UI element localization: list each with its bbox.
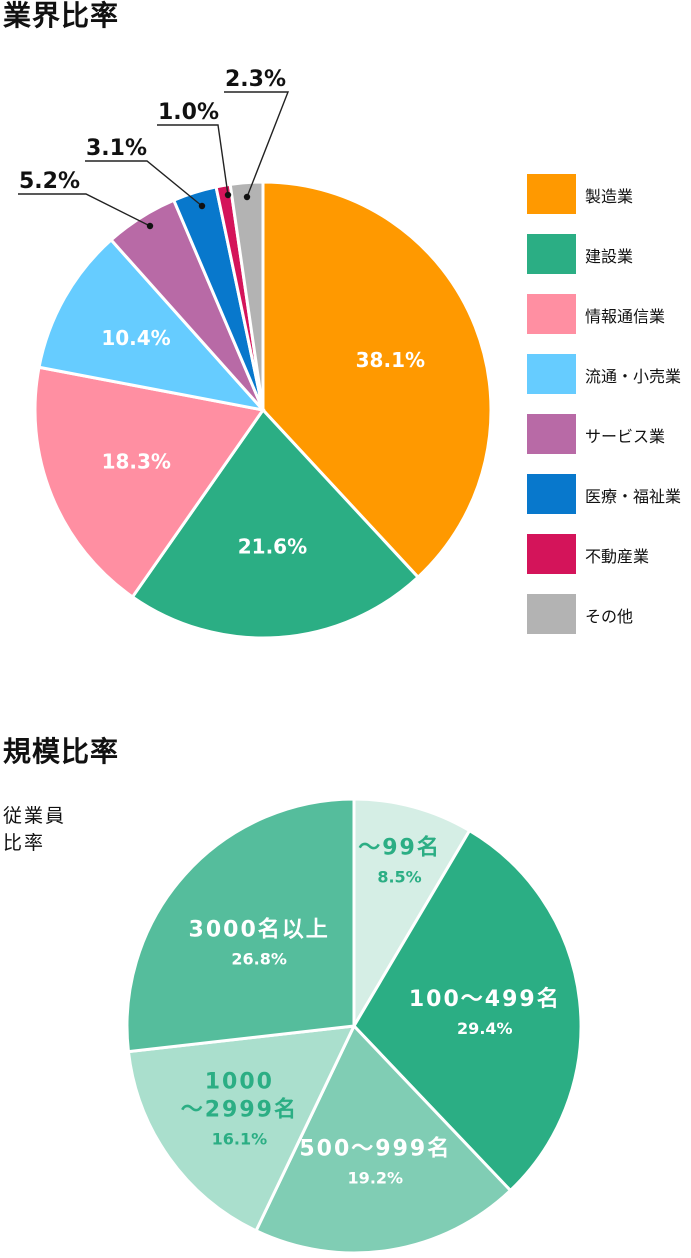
industry-slice [130,407,421,640]
industry-callout-value-label: 1.0% [158,100,219,125]
scale-slice [352,797,472,1032]
industry-callout: 5.2% [18,169,154,230]
scale-slice-label: 1000～2999名 16.1% [181,1070,298,1149]
scale-chart-title: 規模比率 [3,735,120,768]
scale-chart-subtitle: 従業員 比率 [3,803,66,857]
scale-slice [352,828,583,1193]
scale-slice [254,1023,513,1255]
legend-label: 医療・福祉業 [585,487,682,506]
scale-slice-category-label: 100～499名 [409,986,561,1012]
callout-leader-line [85,160,203,207]
industry-callout: 3.1% [85,136,206,210]
legend-item: 製造業 [527,174,691,214]
industry-callout-value-label: 5.2% [19,169,80,194]
industry-callout-value-label: 3.1% [86,136,147,161]
scale-slice-value-label: 29.4% [457,1019,513,1038]
scale-slice-category-label: 3000名以上 [189,916,330,942]
scale-slice-label: 3000名以上 26.8% [189,916,330,968]
legend-swatch [527,474,576,514]
industry-slice [37,237,268,413]
legend-swatch [527,174,576,214]
scale-slice-label: 500～999名 19.2% [299,1136,451,1188]
legend-label: 情報通信業 [585,307,666,326]
legend-label: 製造業 [585,187,634,206]
scale-slice-value-label: 16.1% [212,1130,268,1149]
industry-chart-title: 業界比率 [3,0,120,32]
scale-slice-value-label: 19.2% [348,1169,404,1188]
scale-slice-value-label: 26.8% [231,949,287,968]
legend-label: 建設業 [585,247,634,266]
legend-swatch [527,234,576,274]
industry-slice-value-label: 18.3% [102,450,171,474]
scale-slice-label: ～99名 8.5% [358,835,441,887]
scale-slice-category-label: ～99名 [358,835,441,861]
industry-slice [228,180,265,411]
industry-slice-value-label: 38.1% [356,348,425,372]
industry-callout: 2.3% [224,67,290,201]
scale-slice [126,1024,357,1233]
industry-callout-value-label: 2.3% [225,67,286,92]
legend-swatch [527,354,576,394]
scale-slice-label: 100～499名 29.4% [409,986,561,1038]
legend-label: その他 [585,607,634,626]
legend-item: 医療・福祉業 [527,474,691,514]
legend-item: サービス業 [527,414,691,454]
legend-swatch [527,414,576,454]
callout-dot [224,191,232,199]
callout-leader-line [224,91,290,198]
legend-label: 流通・小売業 [585,367,682,386]
legend-swatch [527,294,576,334]
callout-dot [243,193,251,201]
legend-swatch [527,594,576,634]
industry-slice-value-label: 10.4% [101,326,170,350]
legend-item: 情報通信業 [527,294,691,334]
legend-label: サービス業 [585,427,666,446]
callout-leader-line [18,193,151,227]
callout-leader-line [157,124,229,196]
industry-slice [33,365,266,600]
scale-slice-category-label: 500～999名 [299,1136,451,1162]
legend-item: 流通・小売業 [527,354,691,394]
subtitle-line: 比率 [3,832,46,854]
legend-swatch [527,534,576,574]
subtitle-line: 従業員 [3,805,67,827]
scale-slice [125,797,356,1054]
industry-slice-value-label: 21.6% [238,534,307,558]
callout-dot [146,222,154,230]
scale-slice-category-label: 1000 [205,1070,274,1095]
legend-label: 不動産業 [585,547,650,566]
legend-item: その他 [527,594,691,634]
industry-slice [261,180,493,580]
legend-item: 不動産業 [527,534,691,574]
scale-slice-category-label: ～2999名 [181,1097,298,1123]
legend-item: 建設業 [527,234,691,274]
callout-dot [198,202,206,210]
industry-callout: 1.0% [157,100,232,199]
scale-slice-value-label: 8.5% [377,868,421,887]
